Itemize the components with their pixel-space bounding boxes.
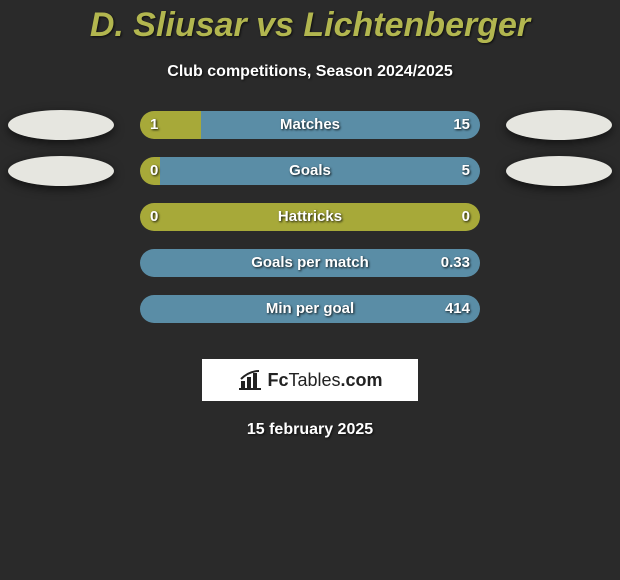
bar-right <box>160 157 480 185</box>
page-title: D. Sliusar vs Lichtenberger <box>0 0 620 45</box>
bars-icon <box>237 369 263 391</box>
logo-text: FcTables.com <box>267 370 382 391</box>
bar-right <box>140 249 480 277</box>
bar-track <box>140 203 480 231</box>
page-subtitle: Club competitions, Season 2024/2025 <box>0 63 620 81</box>
date-text: 15 february 2025 <box>0 421 620 439</box>
bar-track <box>140 157 480 185</box>
bar-right <box>140 295 480 323</box>
bar-left <box>140 203 480 231</box>
avatar-left <box>8 110 114 140</box>
avatar-left <box>8 156 114 186</box>
bar-track <box>140 295 480 323</box>
comparison-chart: Matches115Goals05Hattricks00Goals per ma… <box>0 111 620 341</box>
bar-track <box>140 249 480 277</box>
logo-badge: FcTables.com <box>202 359 418 401</box>
avatar-right <box>506 156 612 186</box>
stat-row: Hattricks00 <box>0 203 620 249</box>
bar-track <box>140 111 480 139</box>
bar-right <box>201 111 480 139</box>
stat-row: Goals05 <box>0 157 620 203</box>
stat-row: Matches115 <box>0 111 620 157</box>
avatar-right <box>506 110 612 140</box>
stat-row: Goals per match0.33 <box>0 249 620 295</box>
stat-row: Min per goal414 <box>0 295 620 341</box>
bar-left <box>140 157 160 185</box>
bar-left <box>140 111 201 139</box>
